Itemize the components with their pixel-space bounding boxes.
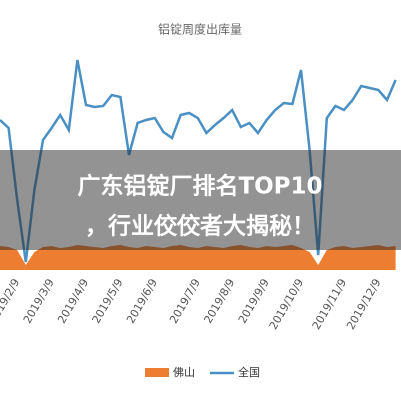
legend-swatch [145,368,169,377]
x-tick-label: 2019/3/9 [21,277,57,326]
overlay-text: ，行业佼佼者大揭秘！ [85,213,315,240]
x-tick-label: 2019/7/9 [167,277,203,326]
x-tick-label: 2019/2/9 [0,277,22,326]
x-tick-label: 2019/11/9 [310,277,349,332]
legend-label: 佛山 [173,366,195,379]
x-tick-label: 2019/4/9 [55,277,91,326]
legend-label: 全国 [238,365,260,379]
x-tick-label: 2019/9/9 [236,277,272,326]
chart-title: 铝锭周度出库量 [158,22,242,37]
x-tick-label: 2019/8/9 [201,277,237,326]
x-tick-label: 2019/12/9 [344,277,383,332]
overlay-text: 广东铝锭厂排名TOP10 [77,173,322,200]
x-tick-label: 2019/6/9 [124,277,160,326]
x-tick-label: 2019/10/9 [267,277,306,332]
overlay-band [0,150,401,250]
line [0,59,397,263]
x-tick-label: 2019/5/9 [90,277,126,326]
area [0,245,396,270]
